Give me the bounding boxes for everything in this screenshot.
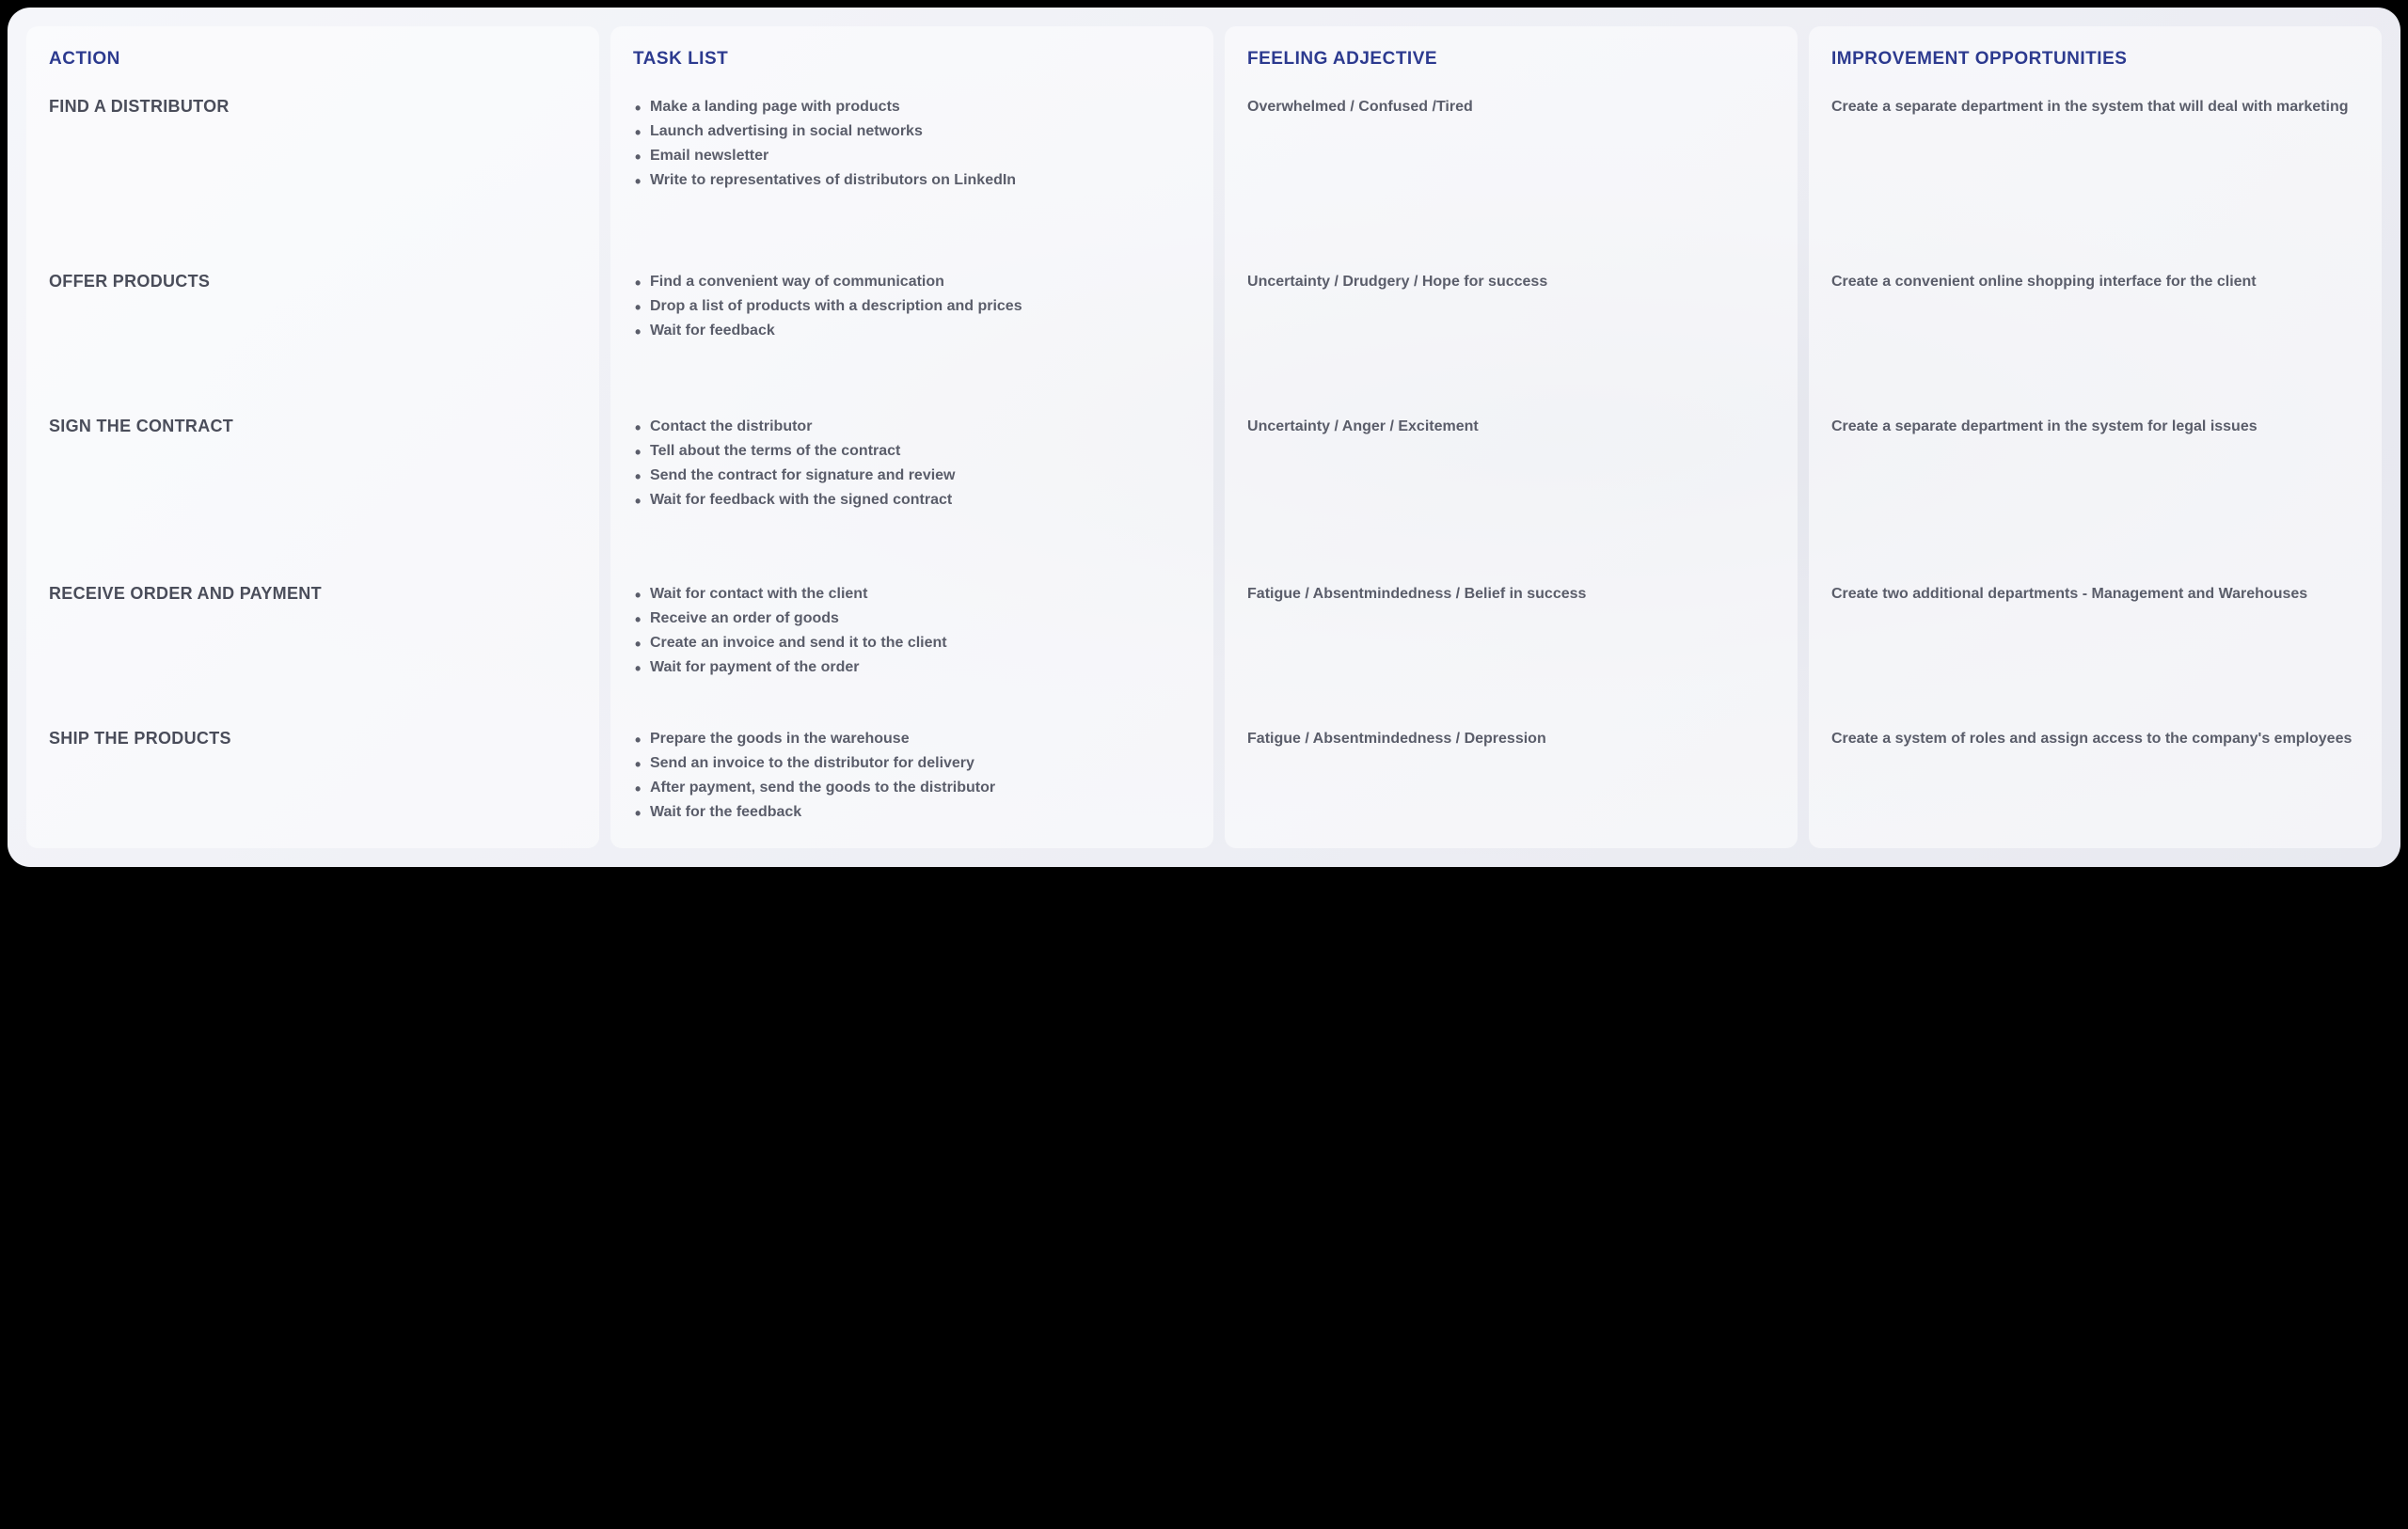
task-item: Create an invoice and send it to the cli… bbox=[633, 632, 1191, 654]
task-item: Drop a list of products with a descripti… bbox=[633, 295, 1191, 318]
improvement-row: Create a separate department in the syst… bbox=[1831, 96, 2359, 244]
feeling-text: Uncertainty / Drudgery / Hope for succes… bbox=[1247, 271, 1775, 293]
feeling-row: Uncertainty / Drudgery / Hope for succes… bbox=[1247, 271, 1775, 389]
action-header: ACTION bbox=[49, 49, 577, 70]
journey-map-container: ACTION FIND A DISTRIBUTOR OFFER PRODUCTS… bbox=[8, 8, 2400, 867]
task-item: Wait for feedback with the signed contra… bbox=[633, 489, 1191, 512]
task-item: Contact the distributor bbox=[633, 416, 1191, 438]
task-item: Make a landing page with products bbox=[633, 96, 1191, 118]
improvement-text: Create a convenient online shopping inte… bbox=[1831, 271, 2359, 293]
feeling-row: Fatigue / Absentmindedness / Belief in s… bbox=[1247, 583, 1775, 701]
tasks-row: Make a landing page with productsLaunch … bbox=[633, 96, 1191, 244]
feeling-text: Overwhelmed / Confused /Tired bbox=[1247, 96, 1775, 118]
tasks-row: Find a convenient way of communicationDr… bbox=[633, 271, 1191, 389]
action-row: OFFER PRODUCTS bbox=[49, 271, 577, 389]
improvement-header: IMPROVEMENT OPPORTUNITIES bbox=[1831, 49, 2359, 70]
task-item: Email newsletter bbox=[633, 145, 1191, 167]
action-title: SHIP THE PRODUCTS bbox=[49, 728, 577, 749]
feeling-column: FEELING ADJECTIVE Overwhelmed / Confused… bbox=[1225, 26, 1798, 848]
task-item: Tell about the terms of the contract bbox=[633, 440, 1191, 463]
task-item: Wait for payment of the order bbox=[633, 656, 1191, 679]
improvement-text: Create a separate department in the syst… bbox=[1831, 416, 2359, 438]
task-item: Receive an order of goods bbox=[633, 607, 1191, 630]
feeling-text: Fatigue / Absentmindedness / Depression bbox=[1247, 728, 1775, 750]
task-item: After payment, send the goods to the dis… bbox=[633, 777, 1191, 799]
feeling-row: Overwhelmed / Confused /Tired bbox=[1247, 96, 1775, 244]
feeling-text: Uncertainty / Anger / Excitement bbox=[1247, 416, 1775, 438]
task-list: Wait for contact with the clientReceive … bbox=[633, 583, 1191, 679]
action-row: SHIP THE PRODUCTS bbox=[49, 728, 577, 749]
feeling-row: Uncertainty / Anger / Excitement bbox=[1247, 416, 1775, 557]
task-item: Wait for feedback bbox=[633, 320, 1191, 342]
action-title: OFFER PRODUCTS bbox=[49, 271, 577, 292]
task-list: Find a convenient way of communicationDr… bbox=[633, 271, 1191, 342]
task-list: Contact the distributorTell about the te… bbox=[633, 416, 1191, 512]
tasks-row: Contact the distributorTell about the te… bbox=[633, 416, 1191, 557]
tasks-header: TASK LIST bbox=[633, 49, 1191, 70]
improvement-row: Create a system of roles and assign acce… bbox=[1831, 728, 2359, 750]
improvement-text: Create two additional departments - Mana… bbox=[1831, 583, 2359, 606]
task-item: Send an invoice to the distributor for d… bbox=[633, 752, 1191, 775]
improvement-text: Create a separate department in the syst… bbox=[1831, 96, 2359, 118]
tasks-column: TASK LIST Make a landing page with produ… bbox=[610, 26, 1213, 848]
feeling-text: Fatigue / Absentmindedness / Belief in s… bbox=[1247, 583, 1775, 606]
improvement-column: IMPROVEMENT OPPORTUNITIES Create a separ… bbox=[1809, 26, 2382, 848]
task-item: Launch advertising in social networks bbox=[633, 120, 1191, 143]
task-item: Wait for the feedback bbox=[633, 801, 1191, 824]
task-item: Find a convenient way of communication bbox=[633, 271, 1191, 293]
action-row: RECEIVE ORDER AND PAYMENT bbox=[49, 583, 577, 701]
improvement-text: Create a system of roles and assign acce… bbox=[1831, 728, 2359, 750]
task-item: Wait for contact with the client bbox=[633, 583, 1191, 606]
task-list: Make a landing page with productsLaunch … bbox=[633, 96, 1191, 192]
improvement-row: Create two additional departments - Mana… bbox=[1831, 583, 2359, 701]
task-item: Send the contract for signature and revi… bbox=[633, 465, 1191, 487]
task-item: Write to representatives of distributors… bbox=[633, 169, 1191, 192]
action-title: FIND A DISTRIBUTOR bbox=[49, 96, 577, 118]
task-list: Prepare the goods in the warehouseSend a… bbox=[633, 728, 1191, 824]
feeling-header: FEELING ADJECTIVE bbox=[1247, 49, 1775, 70]
task-item: Prepare the goods in the warehouse bbox=[633, 728, 1191, 750]
feeling-row: Fatigue / Absentmindedness / Depression bbox=[1247, 728, 1775, 750]
action-row: FIND A DISTRIBUTOR bbox=[49, 96, 577, 244]
action-title: RECEIVE ORDER AND PAYMENT bbox=[49, 583, 577, 605]
action-row: SIGN THE CONTRACT bbox=[49, 416, 577, 557]
action-title: SIGN THE CONTRACT bbox=[49, 416, 577, 437]
tasks-row: Prepare the goods in the warehouseSend a… bbox=[633, 728, 1191, 824]
action-column: ACTION FIND A DISTRIBUTOR OFFER PRODUCTS… bbox=[26, 26, 599, 848]
tasks-row: Wait for contact with the clientReceive … bbox=[633, 583, 1191, 701]
improvement-row: Create a convenient online shopping inte… bbox=[1831, 271, 2359, 389]
improvement-row: Create a separate department in the syst… bbox=[1831, 416, 2359, 557]
